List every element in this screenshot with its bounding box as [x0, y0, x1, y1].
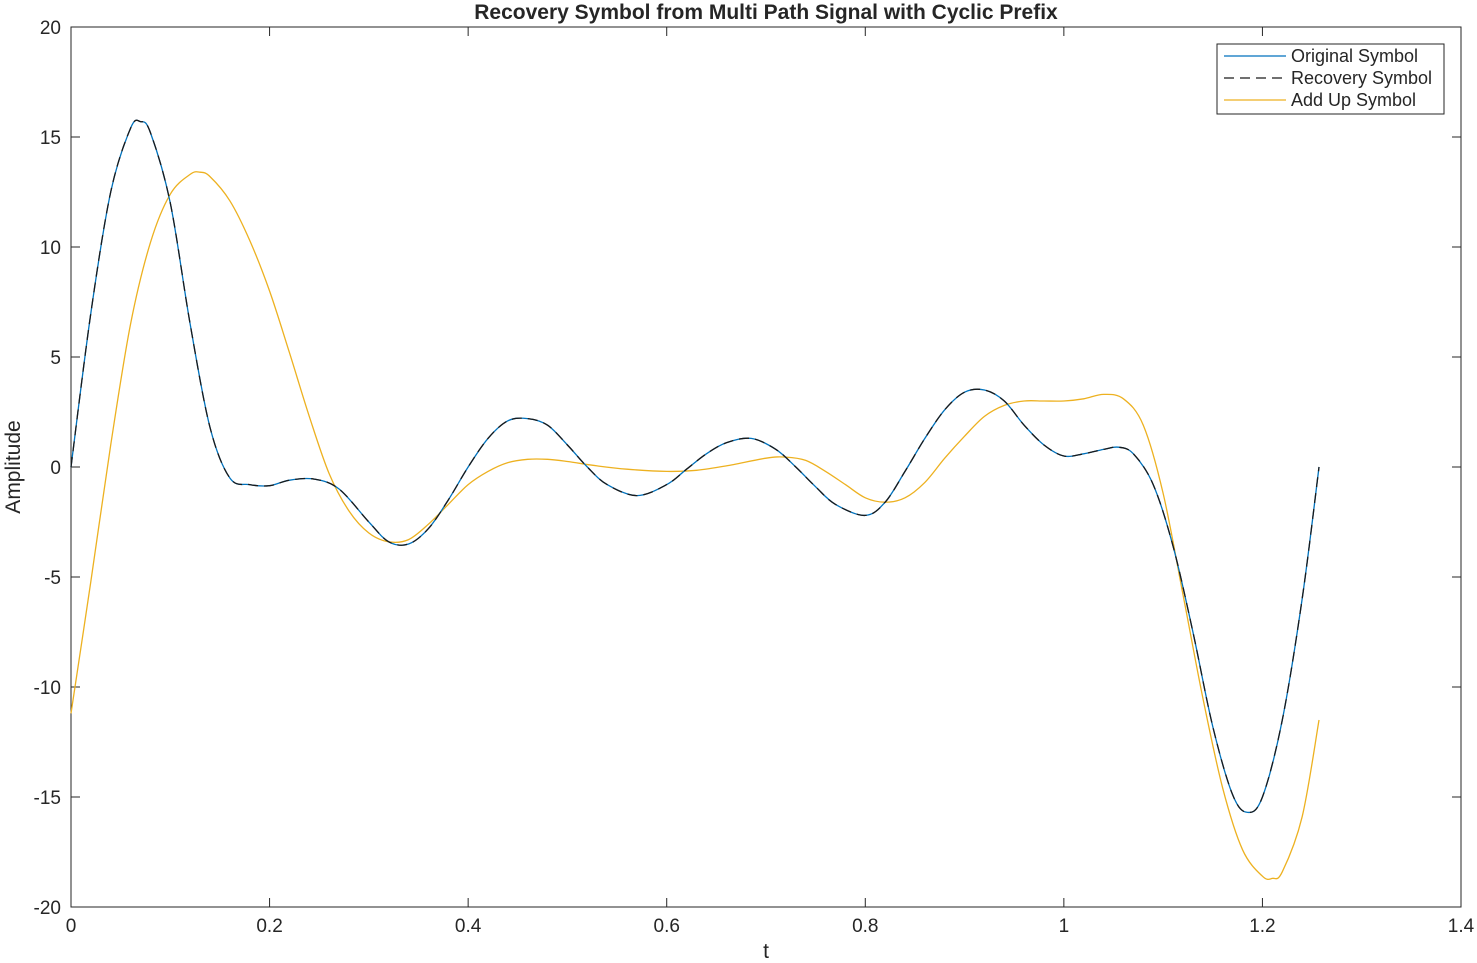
legend-label-addup: Add Up Symbol [1291, 90, 1416, 110]
y-tick-label: -20 [34, 898, 61, 919]
y-tick-label: 5 [50, 348, 61, 369]
y-tick-label: -15 [34, 788, 61, 809]
x-tick-label: 1.2 [1249, 916, 1275, 937]
plot-area [70, 26, 1462, 908]
axis-ticks: 0 0.2 0.4 0.6 0.8 1 1.2 1.4 20 15 10 5 0 -5 -10 -15 -20 [34, 18, 1475, 937]
y-tick-label: -5 [44, 568, 61, 589]
y-axis-label: Amplitude [2, 420, 25, 513]
legend-label-recovery: Recovery Symbol [1291, 68, 1432, 88]
x-tick-label: 0.4 [455, 916, 482, 937]
legend: Original Symbol Recovery Symbol Add Up S… [1216, 43, 1445, 115]
legend-label-original: Original Symbol [1291, 46, 1418, 66]
axes-box [70, 26, 1462, 908]
x-tick-label: 1.4 [1448, 916, 1475, 937]
y-tick-label: 20 [40, 18, 61, 39]
x-tick-label: 1 [1059, 916, 1070, 937]
y-tick-label: 10 [40, 238, 61, 259]
x-tick-label: 0 [66, 916, 77, 937]
x-tick-label: 0.6 [654, 916, 680, 937]
chart-title: Recovery Symbol from Multi Path Signal w… [474, 1, 1058, 24]
y-tick-label: 15 [40, 128, 61, 149]
y-tick-label: -10 [34, 678, 61, 699]
x-axis-label: t [763, 940, 769, 963]
x-tick-label: 0.2 [256, 916, 282, 937]
y-tick-label: 0 [50, 458, 61, 479]
series-layer [70, 119, 1320, 881]
series-line-add-up-symbol [70, 171, 1320, 881]
series-line-recovery-symbol [70, 119, 1320, 814]
x-tick-label: 0.8 [852, 916, 878, 937]
